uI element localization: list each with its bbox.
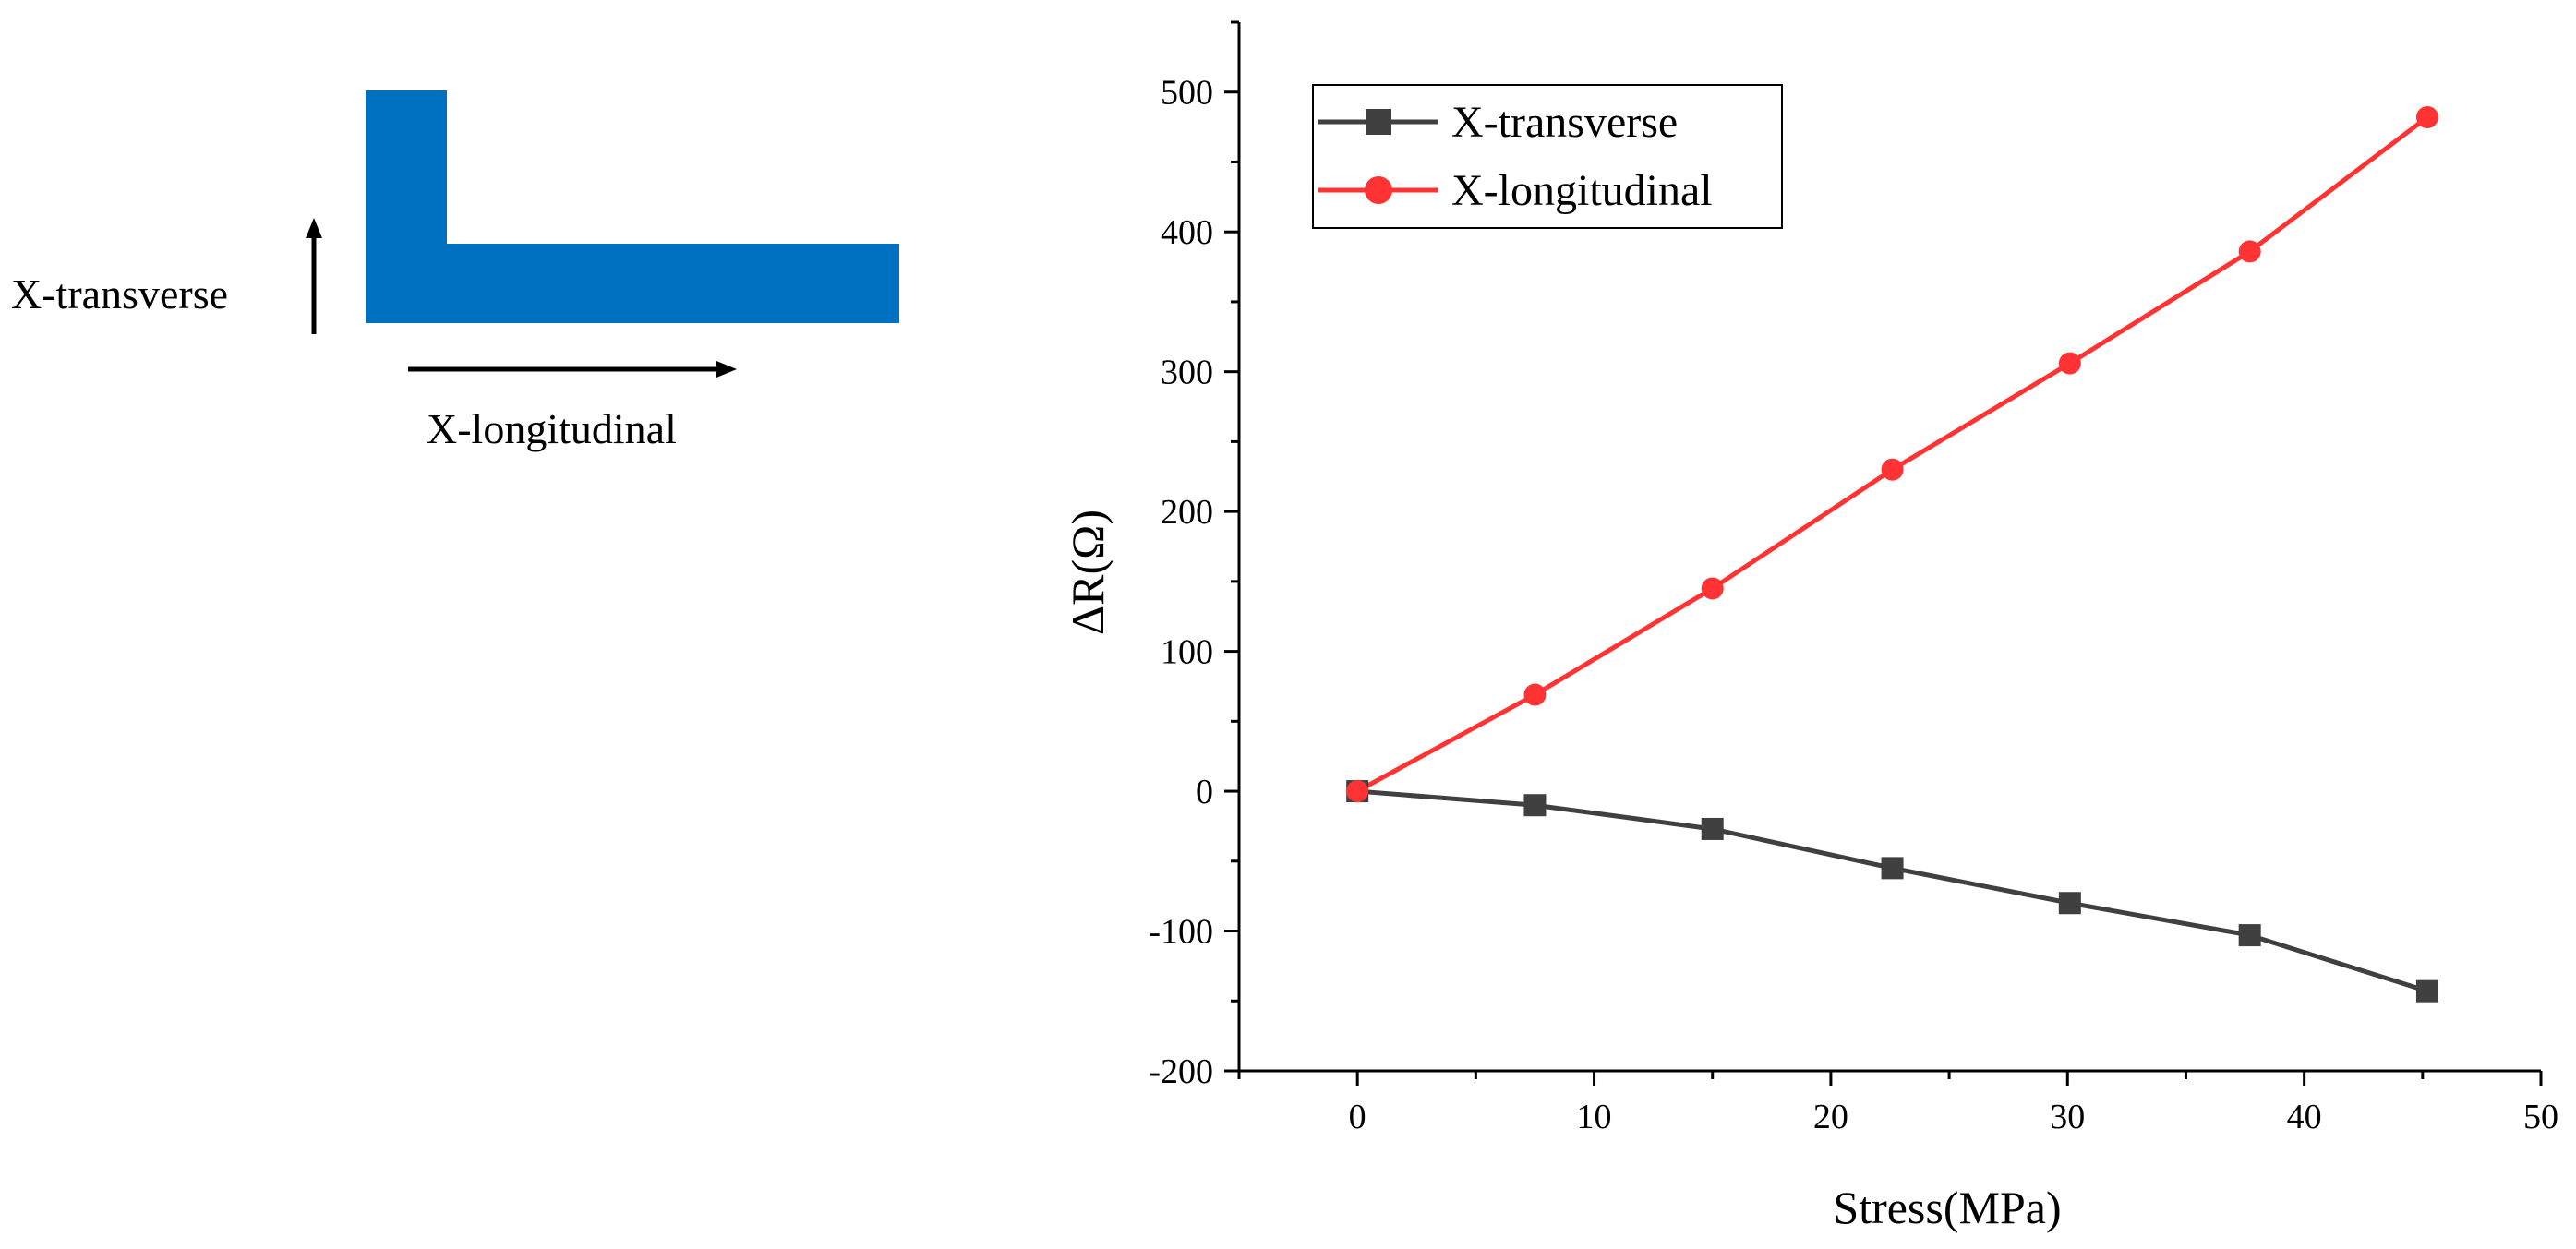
data-point-longitudinal xyxy=(1523,683,1547,706)
data-point-transverse xyxy=(2238,924,2261,947)
data-point-transverse xyxy=(2415,979,2438,1003)
x-tick-label: 20 xyxy=(1813,1098,1848,1136)
transverse-label: X-transverse xyxy=(11,270,228,318)
legend: X-transverse X-longitudinal xyxy=(1312,84,1783,229)
y-tick-label: 500 xyxy=(1161,74,1213,113)
data-point-longitudinal xyxy=(1701,577,1724,600)
x-axis-label: Stress(MPa) xyxy=(1833,1182,2061,1233)
x-tick-label: 40 xyxy=(2287,1098,2322,1136)
axes xyxy=(1237,22,2541,1073)
l-shaped-resistor xyxy=(366,90,899,323)
y-tick-label: -100 xyxy=(1149,913,1213,952)
ticks: 0 10 20 30 40 50 -200 -100 0 100 200 300 400 500 xyxy=(1149,20,2558,1136)
series-line-transverse xyxy=(1356,788,2428,994)
data-point-longitudinal xyxy=(1881,458,1904,481)
y-tick-label: 100 xyxy=(1161,633,1213,672)
data-point-longitudinal xyxy=(2238,240,2261,263)
x-tick-label: 0 xyxy=(1349,1098,1366,1136)
legend-label-longitudinal: X-longitudinal xyxy=(1451,166,1713,215)
legend-box xyxy=(1312,84,1783,229)
legend-entry-longitudinal: X-longitudinal xyxy=(1318,166,1713,215)
data-point-longitudinal xyxy=(1346,780,1369,803)
transverse-arrow xyxy=(306,218,322,334)
data-point-transverse xyxy=(1881,857,1904,880)
longitudinal-arrow xyxy=(408,361,737,378)
legend-entry-transverse: X-transverse xyxy=(1318,98,1678,147)
y-tick-label: 0 xyxy=(1196,773,1213,811)
orientation-diagram: X-transverse X-longitudinal xyxy=(11,90,899,452)
y-tick-label: 400 xyxy=(1161,213,1213,252)
series-markers xyxy=(1346,105,2438,1003)
x-tick-label: 10 xyxy=(1577,1098,1612,1136)
legend-label-transverse: X-transverse xyxy=(1451,98,1678,147)
y-tick-label: 300 xyxy=(1161,354,1213,392)
data-point-transverse xyxy=(2058,892,2081,915)
y-axis-label: ΔR(Ω) xyxy=(1062,510,1113,635)
x-tick-label: 30 xyxy=(2050,1098,2085,1136)
data-point-longitudinal xyxy=(2058,352,2081,375)
x-tick-label: 50 xyxy=(2523,1098,2558,1136)
y-tick-label: -200 xyxy=(1149,1052,1213,1091)
data-point-transverse xyxy=(1523,794,1547,817)
y-tick-label: 200 xyxy=(1161,493,1213,532)
data-point-transverse xyxy=(1701,817,1724,840)
data-point-longitudinal xyxy=(2415,105,2438,128)
longitudinal-label: X-longitudinal xyxy=(427,405,677,452)
